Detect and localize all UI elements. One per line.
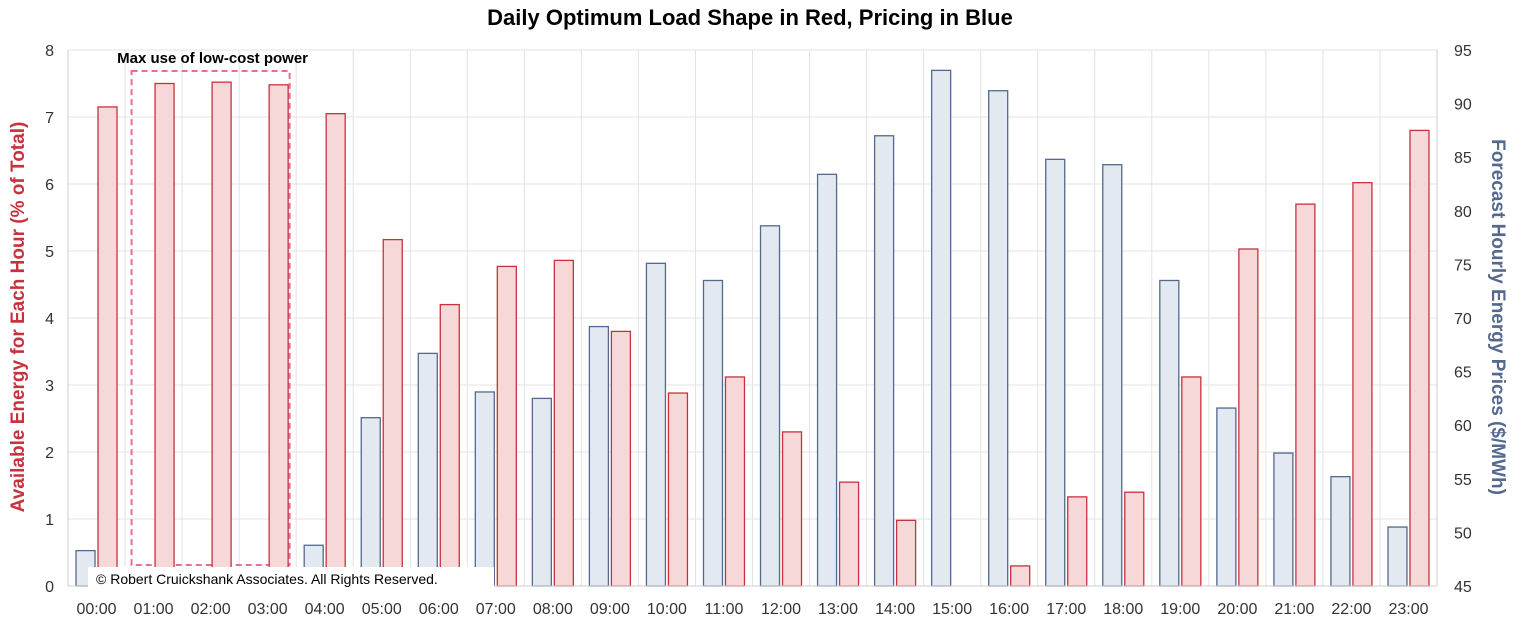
load-bar [553, 259, 575, 587]
x-tick-label: 18:00 [1103, 601, 1143, 618]
y-tick-label-right: 55 [1454, 472, 1472, 489]
load-bar [724, 376, 746, 587]
x-tick-label: 00:00 [76, 601, 116, 618]
price-bar [417, 352, 438, 587]
y-tick-label-right: 70 [1454, 311, 1472, 328]
x-tick-label: 07:00 [476, 601, 516, 618]
x-tick-label: 10:00 [647, 601, 687, 618]
x-tick-label: 23:00 [1388, 601, 1428, 618]
price-bar [360, 417, 381, 587]
y-tick-label-left: 8 [45, 43, 54, 60]
load-bar [1067, 496, 1088, 587]
x-tick-label: 14:00 [875, 601, 915, 618]
load-bar [1409, 129, 1430, 587]
load-bar [781, 431, 803, 587]
load-bar [895, 519, 917, 587]
load-bar [496, 265, 517, 587]
price-bar [873, 135, 895, 587]
price-bar [1330, 476, 1351, 587]
x-tick-label: 01:00 [134, 601, 174, 618]
x-tick-label: 15:00 [932, 601, 972, 618]
y-tick-label-left: 6 [45, 177, 54, 194]
load-bar [1352, 182, 1373, 587]
load-bar [211, 81, 232, 587]
chart-title: Daily Optimum Load Shape in Red, Pricing… [487, 5, 1013, 30]
price-bar [1102, 164, 1123, 587]
copyright-text: © Robert Cruickshank Associates. All Rig… [96, 571, 438, 587]
y-tick-label-right: 85 [1454, 150, 1472, 167]
copyright-background [88, 567, 494, 590]
y-tick-label-right: 65 [1454, 365, 1472, 382]
copyright-box: © Robert Cruickshank Associates. All Rig… [88, 567, 494, 590]
price-bar [702, 279, 724, 587]
highlight-box [130, 70, 291, 566]
x-tick-label: 08:00 [533, 601, 573, 618]
x-tick-label: 20:00 [1217, 601, 1257, 618]
y-tick-label-right: 95 [1454, 43, 1472, 60]
highlight-region: Max use of low-cost power [117, 50, 308, 566]
x-tick-label: 17:00 [1046, 601, 1086, 618]
load-bar [97, 106, 118, 587]
load-bar [838, 481, 860, 587]
y-tick-label-left: 1 [45, 512, 54, 529]
x-tick-label: 04:00 [305, 601, 345, 618]
load-bar [325, 113, 346, 587]
y-tick-label-left: 0 [45, 579, 54, 596]
load-bar [1295, 203, 1316, 587]
load-bar [382, 238, 403, 587]
load-bar [439, 303, 460, 587]
y-tick-label-right: 90 [1454, 97, 1472, 114]
price-bar [645, 262, 667, 587]
y-tick-label-left: 2 [45, 445, 54, 462]
highlight-label: Max use of low-cost power [117, 50, 308, 67]
y-tick-label-left: 4 [45, 311, 54, 328]
x-tick-label: 02:00 [191, 601, 231, 618]
price-bar [1387, 526, 1408, 587]
y-axis-left-label: Available Energy for Each Hour (% of Tot… [8, 122, 29, 513]
x-tick-label: 21:00 [1274, 601, 1314, 618]
price-bar [988, 90, 1009, 587]
price-bar [1273, 452, 1294, 587]
x-tick-label: 16:00 [989, 601, 1029, 618]
x-tick-label: 03:00 [248, 601, 288, 618]
x-tick-label: 09:00 [590, 601, 630, 618]
x-tick-label: 12:00 [761, 601, 801, 618]
x-tick-label: 13:00 [818, 601, 858, 618]
load-bar [154, 82, 175, 587]
y-tick-label-left: 5 [45, 244, 54, 261]
price-bar [759, 225, 781, 587]
price-bar [1045, 158, 1066, 587]
y-tick-label-left: 7 [45, 110, 54, 127]
price-bar [816, 173, 838, 587]
y-tick-label-right: 75 [1454, 257, 1472, 274]
load-bar [1181, 376, 1202, 587]
price-bar [474, 391, 495, 587]
y-tick-label-right: 60 [1454, 418, 1472, 435]
y-tick-label-right: 50 [1454, 525, 1472, 542]
x-tick-label: 22:00 [1331, 601, 1371, 618]
load-bar [1124, 491, 1145, 587]
load-bar [268, 84, 289, 587]
load-bar [667, 392, 689, 587]
y-tick-label-left: 3 [45, 378, 54, 395]
price-bar [588, 325, 610, 587]
price-bar [1216, 407, 1237, 587]
x-tick-label: 11:00 [705, 601, 744, 618]
grid [67, 49, 1438, 587]
x-tick-label: 05:00 [362, 601, 402, 618]
load-bar [610, 330, 632, 587]
x-tick-label: 06:00 [419, 601, 459, 618]
y-tick-label-right: 80 [1454, 204, 1472, 221]
price-bar [930, 69, 952, 587]
price-bar [1159, 279, 1180, 587]
y-axis-right-label: Forecast Hourly Energy Prices ($/MWh) [1487, 139, 1508, 495]
y-tick-label-right: 45 [1454, 579, 1472, 596]
load-bar [1238, 248, 1259, 587]
x-tick-label: 19:00 [1160, 601, 1200, 618]
price-bar [531, 397, 553, 587]
load-bar [1010, 565, 1031, 587]
